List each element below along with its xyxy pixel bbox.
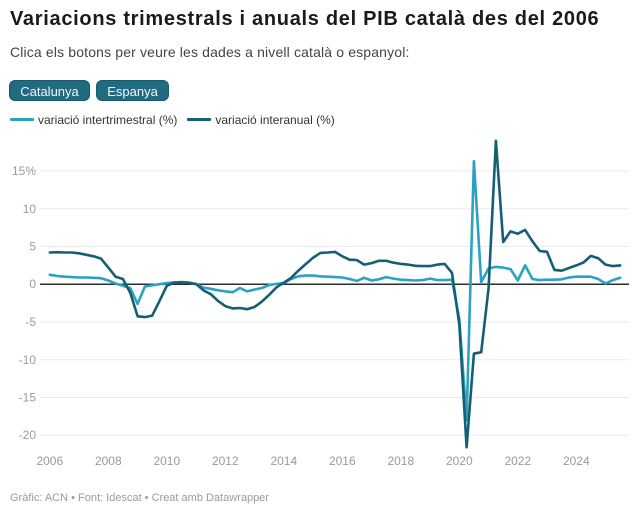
svg-text:2012: 2012 <box>212 454 239 468</box>
svg-text:2010: 2010 <box>153 454 180 468</box>
svg-text:10: 10 <box>23 202 37 216</box>
svg-text:2022: 2022 <box>504 454 531 468</box>
svg-text:2024: 2024 <box>563 454 590 468</box>
svg-text:-10: -10 <box>19 353 37 367</box>
svg-text:-15: -15 <box>19 391 37 405</box>
svg-text:2008: 2008 <box>95 454 122 468</box>
svg-text:15%: 15% <box>12 164 36 178</box>
svg-text:-5: -5 <box>25 315 36 329</box>
svg-text:2006: 2006 <box>36 454 63 468</box>
svg-text:2016: 2016 <box>329 454 356 468</box>
svg-text:2020: 2020 <box>446 454 473 468</box>
svg-text:0: 0 <box>29 277 36 291</box>
svg-text:-20: -20 <box>19 428 37 442</box>
svg-text:5: 5 <box>29 240 36 254</box>
svg-text:2014: 2014 <box>270 454 297 468</box>
svg-text:2018: 2018 <box>387 454 414 468</box>
